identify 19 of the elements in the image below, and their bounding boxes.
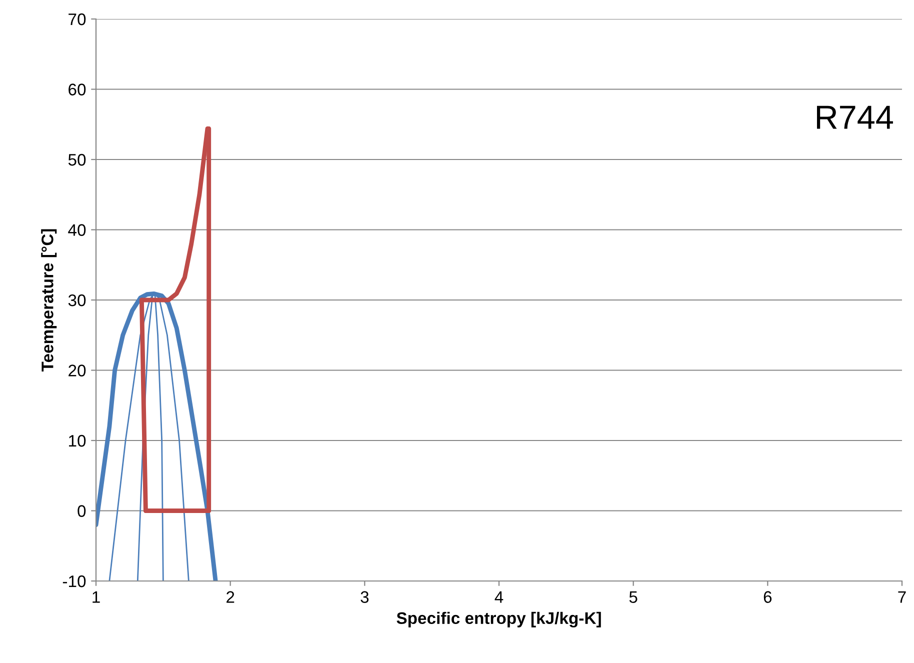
x-tick-label: 7 [898, 591, 906, 603]
y-tick-label: 20 [68, 364, 86, 376]
y-axis-title: Teemperature [°C] [41, 229, 57, 372]
y-tick-label: 0 [78, 505, 86, 517]
annotation: R744 [816, 106, 893, 129]
x-axis-title: Specific entropy [kJ/kg-K] [396, 612, 601, 628]
y-tick-label: 60 [68, 84, 86, 96]
x-tick-label: 6 [764, 591, 772, 603]
x-tick-label: 5 [629, 591, 638, 603]
y-tick-label: -10 [62, 575, 86, 588]
x-tick-label: 4 [494, 591, 504, 603]
y-tick-label: 70 [68, 13, 86, 26]
x-tick-label: 3 [360, 591, 369, 603]
y-tick-label: 50 [68, 154, 86, 166]
x-tick-label: 1 [92, 591, 100, 603]
y-tick-label: 40 [68, 224, 86, 236]
y-tick-label: 30 [68, 294, 86, 306]
x-tick-label: 2 [226, 591, 234, 603]
y-tick-label: 10 [69, 434, 86, 447]
